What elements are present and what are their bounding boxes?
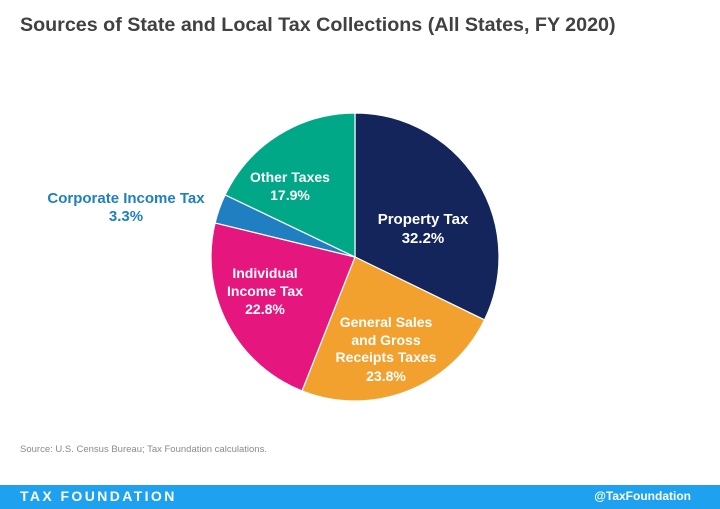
svg-text:Income Tax: Income Tax xyxy=(227,283,303,299)
svg-text:Receipts Taxes: Receipts Taxes xyxy=(336,349,437,365)
svg-text:23.8%: 23.8% xyxy=(366,368,406,384)
svg-text:3.3%: 3.3% xyxy=(109,208,143,225)
svg-text:and Gross: and Gross xyxy=(351,332,420,348)
svg-text:Corporate Income Tax: Corporate Income Tax xyxy=(47,190,205,207)
svg-text:17.9%: 17.9% xyxy=(270,187,310,203)
svg-text:Individual: Individual xyxy=(232,265,297,281)
svg-text:General Sales: General Sales xyxy=(340,314,433,330)
svg-text:22.8%: 22.8% xyxy=(245,301,285,317)
svg-text:Other Taxes: Other Taxes xyxy=(250,169,330,185)
svg-text:Property Tax: Property Tax xyxy=(378,211,469,228)
svg-text:32.2%: 32.2% xyxy=(402,230,445,247)
